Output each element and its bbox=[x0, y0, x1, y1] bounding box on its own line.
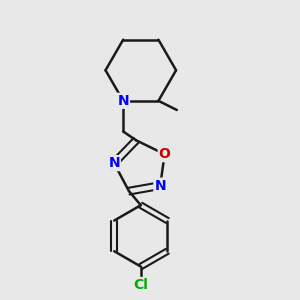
Text: N: N bbox=[108, 156, 120, 170]
Text: Cl: Cl bbox=[134, 278, 148, 292]
Text: O: O bbox=[159, 147, 171, 161]
Text: N: N bbox=[154, 178, 166, 193]
Text: N: N bbox=[117, 94, 129, 108]
